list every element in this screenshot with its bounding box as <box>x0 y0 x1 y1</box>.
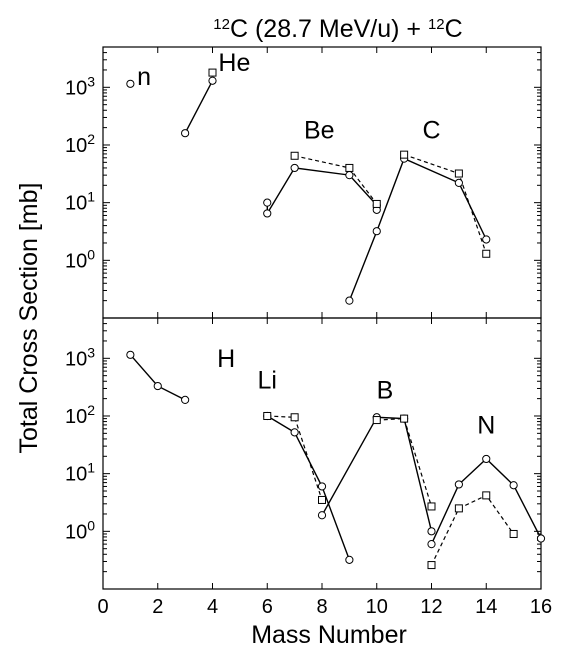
data-point-N-square <box>427 561 436 570</box>
chart-title: 12C (28.7 MeV/u) + 12C <box>213 15 462 43</box>
data-point-Li-circle <box>345 555 354 564</box>
y-tick-label: 101 <box>65 460 95 486</box>
series-line-H-circle <box>129 354 186 401</box>
series-line-He-circle <box>184 80 214 134</box>
data-point-C-circle <box>372 227 381 236</box>
element-label-H: H <box>217 345 235 373</box>
data-point-N-square <box>509 529 518 538</box>
y-tick-label: 103 <box>65 344 95 370</box>
data-point-Li-square <box>290 413 299 422</box>
data-point-C-square <box>454 169 463 178</box>
series-line-C-square <box>403 154 487 254</box>
data-point-N-square <box>454 504 463 513</box>
data-point-Be-square <box>290 151 299 160</box>
data-point-N-circle <box>509 481 518 490</box>
element-label-B: B <box>377 377 394 405</box>
data-point-n-circle <box>126 79 135 88</box>
data-point-Li-square <box>318 495 326 504</box>
data-point-B-square <box>427 502 436 511</box>
data-point-Li-square <box>263 411 272 420</box>
element-label-He: He <box>218 49 250 77</box>
series-line-C-circle <box>348 157 487 301</box>
data-point-Be-circle <box>345 171 354 180</box>
y-tick-label: 100 <box>65 517 95 543</box>
element-label-Li: Li <box>258 366 277 394</box>
data-point-C-circle <box>345 296 354 305</box>
x-axis-label: Mass Number <box>251 621 407 649</box>
data-point-He-circle <box>208 76 217 85</box>
data-point-N-circle <box>536 534 546 543</box>
series-line-Li-square <box>267 415 323 501</box>
data-point-H-circle <box>153 381 162 391</box>
data-point-Li-circle <box>290 428 299 437</box>
x-tick-label: 4 <box>207 596 218 618</box>
x-tick-label: 10 <box>366 596 388 618</box>
data-point-C-circle <box>454 178 463 188</box>
series-line-Be-square <box>294 155 378 205</box>
x-tick-label: 16 <box>530 596 552 618</box>
title-sup-2: 12 <box>428 16 445 33</box>
data-point-N-circle <box>427 540 436 549</box>
y-tick-label: 102 <box>65 402 95 428</box>
data-point-B-circle <box>317 511 327 520</box>
data-point-Be-square <box>345 163 354 172</box>
data-point-Be-circle <box>263 209 272 218</box>
x-tick-label: 0 <box>97 596 108 618</box>
panel-bottom: 100 101 102 103 H Li B N <box>65 317 546 590</box>
panel-top: 100 101 102 103 n He Be C <box>65 46 542 319</box>
title-sup-1: 12 <box>213 16 230 33</box>
x-tick-label: 2 <box>152 596 163 618</box>
series-line-B-square <box>376 417 433 507</box>
data-point-B-square <box>400 414 409 423</box>
data-point-C-square <box>482 249 491 258</box>
data-point-Li-circle <box>317 482 327 491</box>
panel-frame <box>102 46 542 319</box>
element-label-n: n <box>137 63 151 91</box>
y-tick-label: 103 <box>65 73 95 99</box>
y-axis-label: Total Cross Section [mb] <box>15 183 43 454</box>
element-label-Be: Be <box>304 116 335 144</box>
x-tick-label: 14 <box>475 596 497 618</box>
element-label-C: C <box>422 116 440 144</box>
y-tick-label: 101 <box>65 189 95 215</box>
plot-panels: 100 101 102 103 n He Be C 100 101 102 103 H Li B N 0 2 4 6 8… <box>65 46 552 618</box>
data-point-B-circle <box>427 527 436 536</box>
series-line-N-square <box>430 494 515 566</box>
title-part-2: C <box>445 15 463 43</box>
y-tick-label: 100 <box>65 246 95 272</box>
y-tick-label: 102 <box>65 131 95 157</box>
data-point-H-circle <box>181 395 190 405</box>
x-tick-label: 6 <box>262 596 273 618</box>
data-point-He-circle <box>181 129 190 138</box>
x-tick-label: 8 <box>316 596 327 618</box>
data-point-N-circle <box>482 454 491 464</box>
series-line-Be-circle <box>266 167 378 216</box>
title-part-1: C (28.7 MeV/u) + <box>230 15 428 43</box>
element-label-N: N <box>477 411 495 439</box>
data-point-He-square <box>208 68 217 77</box>
panel-frame <box>102 317 542 590</box>
series-line-B-circle <box>321 416 433 532</box>
data-point-H-circle <box>126 350 135 359</box>
data-point-C-circle <box>482 235 491 244</box>
data-point-Be-circle <box>290 163 299 173</box>
data-point-N-circle <box>454 480 463 489</box>
data-point-N-square <box>482 491 491 500</box>
data-point-Be-square <box>372 199 381 208</box>
data-point-Be-circle <box>263 198 272 207</box>
x-tick-label: 12 <box>420 596 442 618</box>
data-point-B-square <box>372 416 381 425</box>
data-point-C-square <box>400 150 409 159</box>
